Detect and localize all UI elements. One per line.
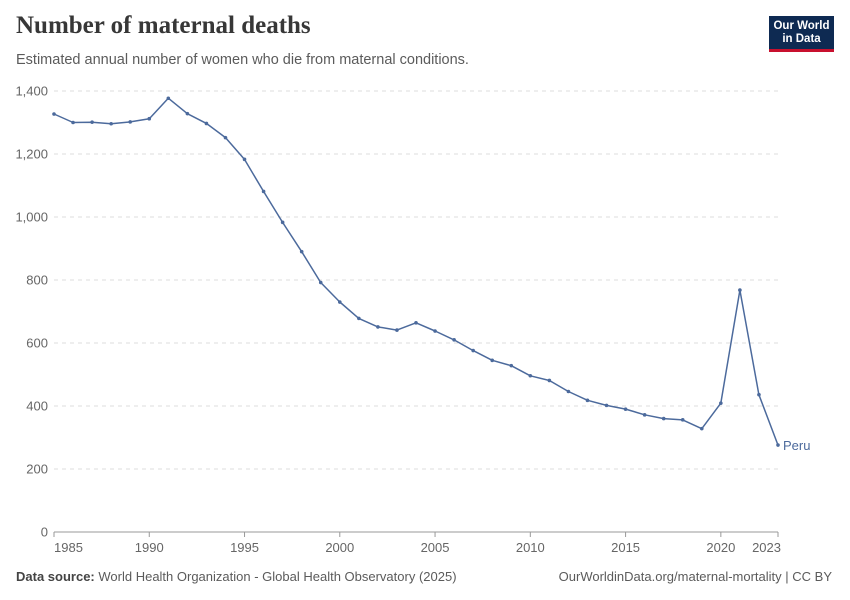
data-point <box>204 121 209 126</box>
y-tick-label: 1,200 <box>15 147 48 162</box>
data-point <box>414 321 418 325</box>
data-point <box>52 112 56 116</box>
data-point <box>376 325 380 329</box>
data-point <box>642 413 647 417</box>
data-point <box>357 316 361 321</box>
x-tick-label: 1985 <box>54 540 83 555</box>
data-point <box>509 363 514 368</box>
source-url-link[interactable]: OurWorldinData.org/maternal-mortality | … <box>558 569 832 584</box>
chart-subtitle: Estimated annual number of women who die… <box>16 52 469 68</box>
data-point <box>680 418 685 422</box>
data-point <box>452 338 456 342</box>
data-point <box>71 120 75 125</box>
data-point <box>109 121 113 126</box>
data-point <box>719 401 723 405</box>
data-point <box>699 426 704 431</box>
data-point <box>490 358 495 363</box>
y-tick-label: 1,000 <box>15 210 48 225</box>
x-tick-label: 2015 <box>611 540 640 555</box>
data-point <box>299 249 304 254</box>
x-tick-label: 1995 <box>230 540 259 555</box>
data-point <box>547 378 552 383</box>
data-point <box>223 135 228 140</box>
x-tick-label: 2000 <box>325 540 354 555</box>
data-source-text: World Health Organization - Global Healt… <box>98 569 457 584</box>
data-point <box>757 392 761 397</box>
y-tick-label: 800 <box>26 273 48 288</box>
data-point <box>471 348 475 353</box>
y-tick-label: 400 <box>26 399 48 414</box>
data-source-label: Data source: <box>16 569 95 584</box>
data-point <box>185 111 190 116</box>
data-point <box>128 120 133 124</box>
x-tick-label: 1990 <box>135 540 164 555</box>
data-point <box>433 329 437 333</box>
data-point <box>738 288 742 292</box>
data-point <box>261 189 266 194</box>
chart-title: Number of maternal deaths <box>16 12 311 39</box>
line-chart: 0 200 400 600 800 1,000 1,200 1,400 1985 1990 1995… <box>15 84 810 556</box>
x-tick-label: 2023 <box>752 540 781 555</box>
y-tick-label: 200 <box>26 462 48 477</box>
data-point <box>585 398 590 403</box>
y-tick-label: 0 <box>41 525 48 540</box>
data-point <box>337 300 342 304</box>
series-line-peru <box>53 97 779 446</box>
y-tick-label: 1,400 <box>15 84 48 99</box>
data-point <box>395 328 399 332</box>
data-point <box>318 280 323 285</box>
data-point <box>566 389 571 394</box>
owid-logo[interactable]: Our World in Data <box>769 16 834 52</box>
data-point <box>604 403 609 408</box>
data-point <box>776 443 780 447</box>
data-point <box>147 116 152 121</box>
x-tick-label: 2010 <box>516 540 545 555</box>
data-source: Data source: World Health Organization -… <box>16 569 457 584</box>
series-label: Peru <box>783 438 810 453</box>
data-point <box>242 157 247 162</box>
data-point <box>528 373 533 378</box>
data-point <box>90 120 94 124</box>
data-point <box>280 220 285 225</box>
x-tick-label: 2020 <box>706 540 735 555</box>
data-point <box>623 407 628 411</box>
logo-line-1: Our World <box>773 20 830 32</box>
logo-line-2: in Data <box>782 33 821 45</box>
data-point <box>661 416 666 421</box>
data-point <box>166 96 171 101</box>
x-tick-label: 2005 <box>421 540 450 555</box>
y-tick-label: 600 <box>26 336 48 351</box>
